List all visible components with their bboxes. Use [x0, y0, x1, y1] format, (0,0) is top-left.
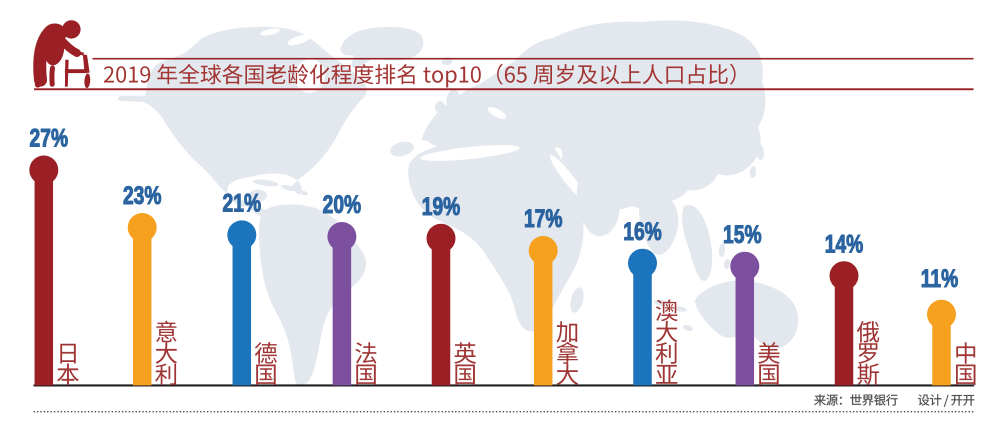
svg-text:16%: 16% [623, 217, 662, 245]
svg-text:21%: 21% [223, 189, 262, 217]
svg-text:19%: 19% [422, 192, 461, 220]
svg-text:17%: 17% [524, 205, 563, 233]
svg-text:11%: 11% [921, 265, 958, 293]
svg-text:27%: 27% [30, 124, 69, 152]
svg-text:23%: 23% [123, 182, 162, 210]
svg-text:15%: 15% [723, 220, 762, 248]
svg-text:20%: 20% [323, 191, 362, 219]
svg-text:14%: 14% [825, 230, 864, 258]
